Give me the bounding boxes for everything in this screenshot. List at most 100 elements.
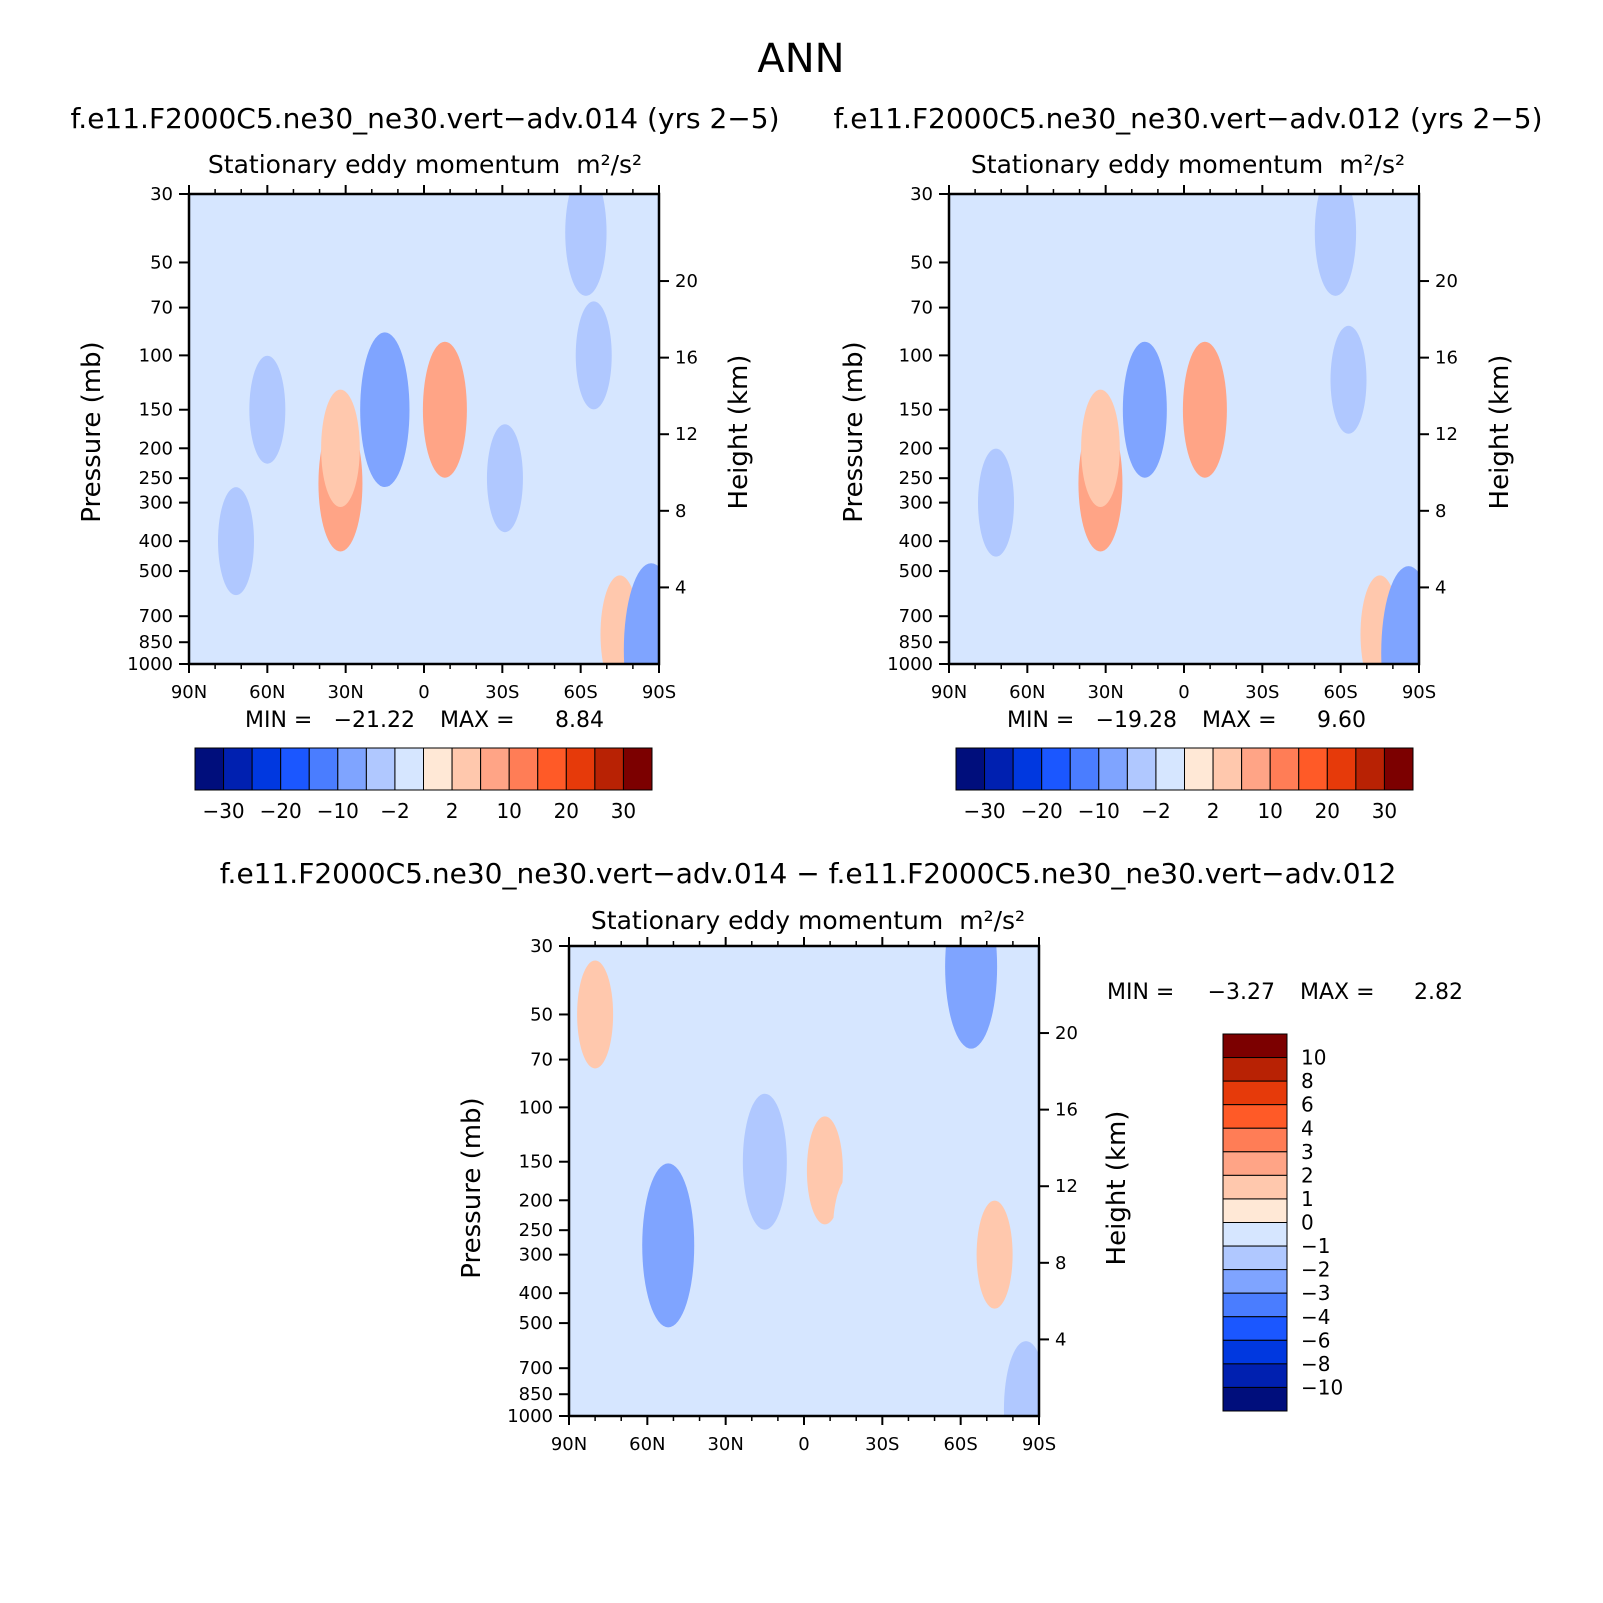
panel-3-colorbar-label-3: 4 <box>1301 1116 1314 1140</box>
panel-1-xtick-label-0: 90N <box>171 682 207 703</box>
panel-1-colorbar-label-1: −20 <box>260 799 302 823</box>
panel-2-feature-0 <box>978 448 1014 557</box>
panel-2-ytick-label-9: 500 <box>899 561 933 582</box>
panel-2-colorbar-box-5 <box>1098 747 1128 791</box>
panel-2-feature-6 <box>1314 194 1357 296</box>
panel-3-feature-3 <box>742 1093 787 1230</box>
panel-3-colorbar-box-9 <box>1222 1245 1288 1271</box>
panel-3-max-value: 2.82 <box>1414 980 1463 1005</box>
panel-1-colorbar-box-3 <box>280 747 310 791</box>
panel-2-ytick-label-6: 250 <box>899 468 933 489</box>
panel-3-subtitle-text: Stationary eddy momentum <box>591 906 943 935</box>
panel-1-feature-10 <box>623 563 659 664</box>
panel-1-colorbar-box-1 <box>223 747 253 791</box>
panel-1-plot: 90N 60N 30N 0 30S 60S 90S 30 50 70 100 150 200 250 300… <box>127 184 698 703</box>
panel-1-min-label: MIN = <box>245 708 312 733</box>
panel-2-colorbar-box-6 <box>1126 747 1157 791</box>
panel-1-colorbar-box-8 <box>423 747 453 791</box>
panel-1-ytick-label-4: 150 <box>139 400 173 421</box>
panel-2-min-value: −19.28 <box>1096 708 1177 733</box>
panel-1-xtick-label-5: 60S <box>563 682 597 703</box>
panel-2-colorbar-box-8 <box>1184 747 1214 791</box>
panel-3-colorbar-box-6 <box>1222 1174 1288 1200</box>
panel-2-max-label: MAX = <box>1202 708 1277 733</box>
panel-1-field-features <box>218 194 659 664</box>
panel-1-min-value: −21.22 <box>334 708 415 733</box>
panel-3-colorbar-box-11 <box>1222 1292 1288 1318</box>
panel-3-subtitle: Stationary eddy momentum m²/s² <box>591 906 1025 935</box>
panel-3-feature-8 <box>1003 1341 1039 1416</box>
panel-2-colorbar-box-12 <box>1298 747 1328 791</box>
panel-1-colorbar-box-6 <box>365 747 396 791</box>
panel-3: f.e11.F2000C5.ne30_ne30.vert−adv.014 − f… <box>220 857 1463 1455</box>
panel-1-feature-4 <box>360 332 410 488</box>
panel-3-colorbar-label-2: 6 <box>1301 1093 1314 1117</box>
panel-2-colorbar-label-1: −20 <box>1021 799 1063 823</box>
panel-2-ytick-right-label-0: 4 <box>1435 577 1446 598</box>
panel-1-feature-5 <box>422 341 467 478</box>
panel-2-ytick-label-12: 1000 <box>887 654 933 675</box>
panel-2: f.e11.F2000C5.ne30_ne30.vert−adv.012 (yr… <box>833 102 1542 823</box>
panel-3-ytick-label-0: 30 <box>530 936 553 957</box>
panel-3-plot: 90N 60N 30N 0 30S 60S 90S 30 50 70 100 150 200 250 300… <box>507 936 1078 1455</box>
panel-3-colorbar-label-9: −2 <box>1301 1258 1330 1282</box>
panel-3-colorbar-box-0 <box>1222 1033 1288 1059</box>
panel-2-colorbar-box-11 <box>1269 747 1300 791</box>
panel-1-ytick-right-label-4: 20 <box>675 271 698 292</box>
panel-3-field-features <box>577 946 1039 1416</box>
panel-1-xtick-label-1: 60N <box>249 682 285 703</box>
panel-2-ytick-right-label-1: 8 <box>1435 501 1446 522</box>
panel-1-ytick-label-11: 850 <box>139 632 173 653</box>
panel-3-feature-2 <box>642 1163 695 1328</box>
panel-3-title: f.e11.F2000C5.ne30_ne30.vert−adv.014 − f… <box>220 857 1397 890</box>
panel-3-colorbar-label-11: −4 <box>1301 1305 1330 1329</box>
panel-1-colorbar-box-4 <box>308 747 339 791</box>
panel-2-plot: 90N 60N 30N 0 30S 60S 90S 30 50 70 100 150 200 250 300… <box>887 184 1458 703</box>
panel-3-ytick-label-4: 150 <box>519 1152 553 1173</box>
panel-1-colorbar-box-5 <box>337 747 367 791</box>
panel-2-ytick-label-11: 850 <box>899 632 933 653</box>
panel-2-colorbar-box-0 <box>955 747 986 791</box>
panel-3-feature-0 <box>577 960 614 1069</box>
panel-2-ytick-label-10: 700 <box>899 606 933 627</box>
panel-1-subtitle: Stationary eddy momentum m²/s² <box>208 150 642 179</box>
panel-2-xtick-label-5: 60S <box>1323 682 1357 703</box>
panel-2-xtick-label-0: 90N <box>931 682 967 703</box>
panel-3-feature-4 <box>806 1116 843 1225</box>
panel-2-max-value: 9.60 <box>1317 708 1366 733</box>
panel-1-feature-6 <box>486 424 523 533</box>
panel-3-colorbar-box-1 <box>1222 1057 1288 1082</box>
panel-2-ytick-right-label-4: 20 <box>1435 271 1458 292</box>
panel-1-colorbar-label-0: −30 <box>202 799 244 823</box>
panel-2-ytick-label-4: 150 <box>899 400 933 421</box>
panel-3-colorbar-label-13: −8 <box>1301 1352 1330 1376</box>
panel-3-xtick-label-2: 30N <box>707 1434 743 1455</box>
panel-3-xtick-label-1: 60N <box>629 1434 665 1455</box>
panel-3-min-label: MIN = <box>1107 980 1174 1005</box>
panel-1-colorbar-box-2 <box>251 747 282 791</box>
panel-3-ytick-label-5: 200 <box>519 1190 553 1211</box>
panel-2-colorbar-label-6: 20 <box>1315 799 1340 823</box>
panel-2-colorbar-label-4: 2 <box>1207 799 1220 823</box>
panel-1-feature-0 <box>218 487 254 596</box>
panel-1-feature-8 <box>575 301 612 410</box>
panel-1-ytick-label-1: 50 <box>150 252 173 273</box>
panel-2-xtick-label-2: 30N <box>1087 682 1123 703</box>
panel-3-ytick-right-label-4: 20 <box>1055 1023 1078 1044</box>
panel-2-colorbar-box-3 <box>1041 747 1071 791</box>
panel-3-colorbar-box-3 <box>1222 1104 1288 1129</box>
panel-2-colorbar-box-10 <box>1241 747 1271 791</box>
panel-3-ytick-right-label-1: 8 <box>1055 1253 1066 1274</box>
panel-1-max-label: MAX = <box>440 708 515 733</box>
panel-1-colorbar-box-7 <box>394 747 424 791</box>
panel-3-units: m²/s² <box>959 906 1025 935</box>
panel-1-units: m²/s² <box>576 150 642 179</box>
panel-2-colorbar-box-2 <box>1012 747 1043 791</box>
panel-2-xtick-label-4: 30S <box>1245 682 1279 703</box>
panel-1-ytick-right-label-3: 16 <box>675 348 698 369</box>
panel-1-colorbar-box-15 <box>622 747 653 791</box>
panel-3-colorbar-label-4: 3 <box>1301 1140 1314 1164</box>
panel-3-ytick-label-3: 100 <box>519 1097 553 1118</box>
figure-title: ANN <box>757 36 844 82</box>
panel-3-feature-6 <box>945 946 998 1049</box>
